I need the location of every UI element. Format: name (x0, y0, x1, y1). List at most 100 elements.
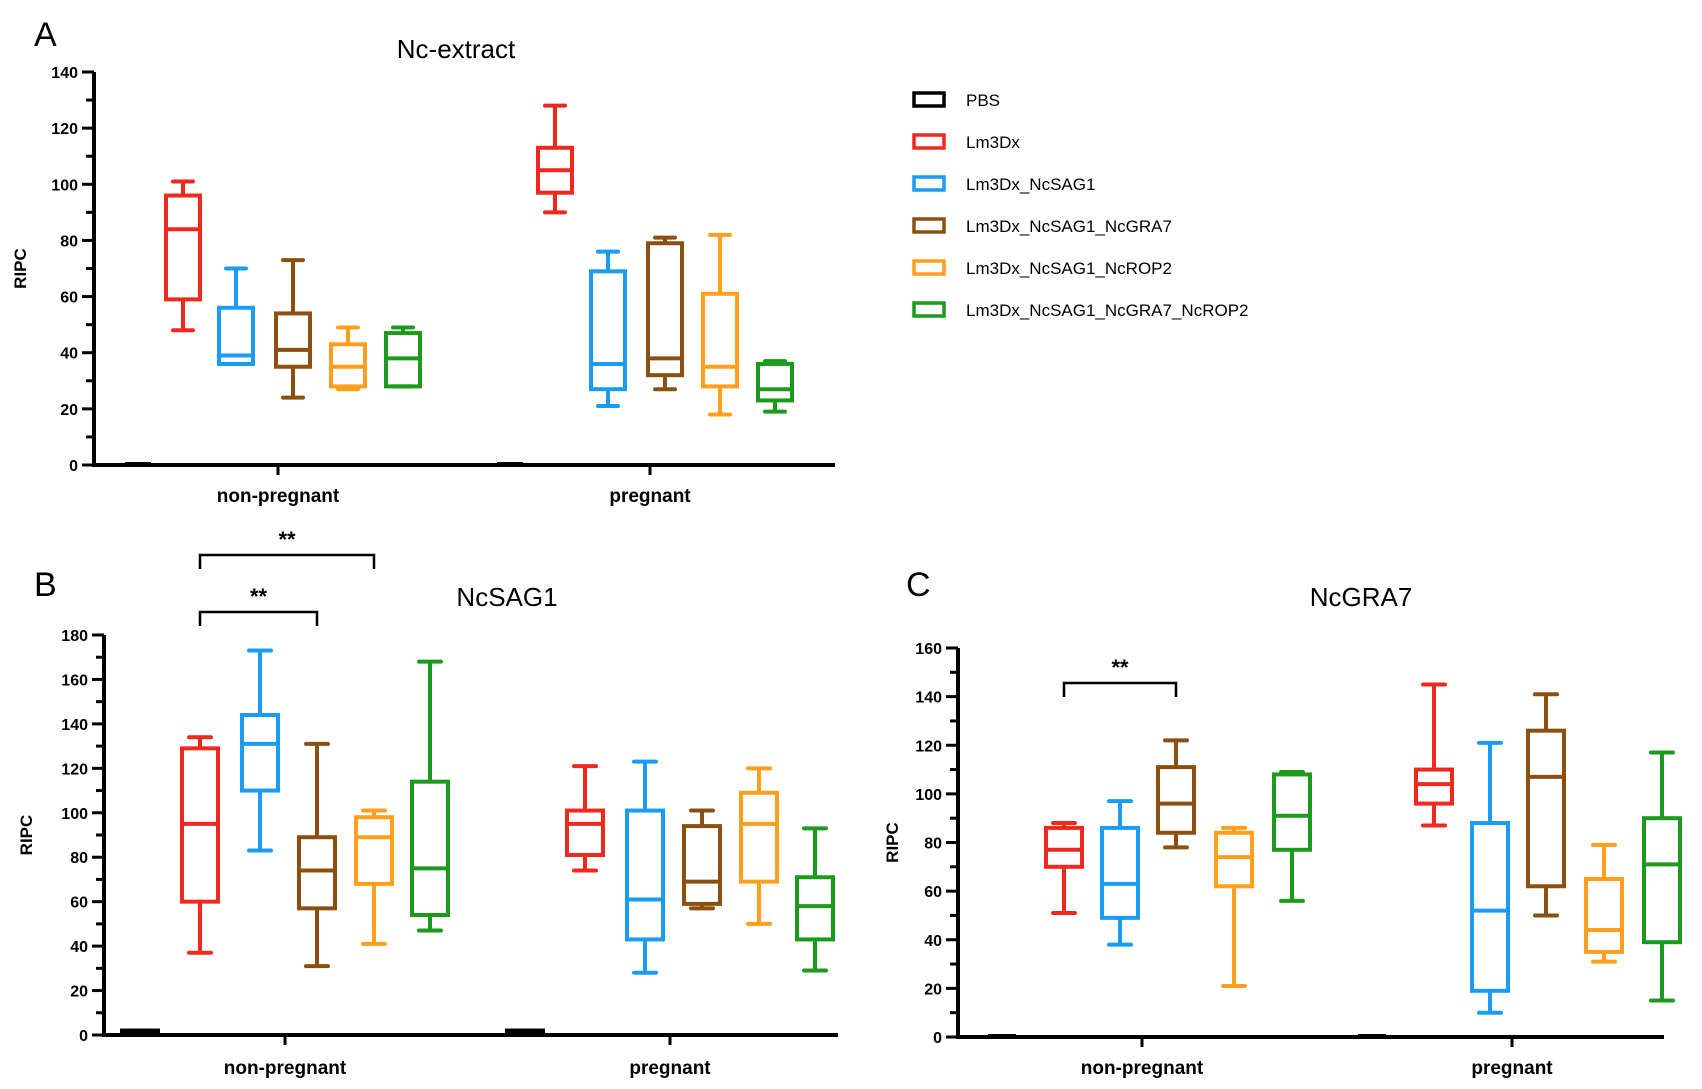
y-tick-label: 0 (69, 458, 78, 475)
y-tick-label: 20 (924, 981, 942, 998)
box-iqr (1044, 825, 1084, 869)
y-tick-label: 60 (70, 895, 88, 912)
box-lm3dx-ncsag1-non-pregnant (1100, 799, 1140, 947)
box-lm3dx-ncsag1-ncgra7-ncrop2-pregnant (1642, 750, 1682, 1003)
y-tick-label: 60 (924, 884, 942, 901)
legend-item-lm3dx-ncsag1: Lm3Dx_NcSAG1 (912, 175, 1095, 194)
y-tick-label: 80 (924, 836, 942, 853)
box-iqr (565, 808, 605, 857)
box-lm3dx-ncsag1-ncgra7-pregnant (646, 235, 684, 392)
box-iqr (1156, 765, 1196, 835)
box-lm3dx-ncsag1-ncrop2-non-pregnant (1214, 825, 1254, 988)
significance-label: ** (1111, 655, 1129, 680)
x-group-label: non-pregnant (1081, 1058, 1204, 1079)
box-iqr (410, 779, 450, 918)
box-flat-mark (497, 462, 523, 466)
box-iqr (354, 815, 394, 886)
y-tick-label: 140 (61, 717, 88, 734)
y-tick-label: 0 (933, 1030, 942, 1047)
y-tick-label: 40 (924, 933, 942, 950)
box-lm3dx-ncsag1-ncrop2-pregnant (739, 766, 779, 926)
legend-swatch (912, 175, 946, 192)
chart-title: NcSAG1 (456, 582, 557, 612)
y-tick-label: 0 (79, 1028, 88, 1045)
box-lm3dx-ncsag1-ncrop2-non-pregnant (354, 808, 394, 946)
chart-title: Nc-extract (397, 34, 516, 64)
box-lm3dx-non-pregnant (180, 735, 220, 955)
box-lm3dx-ncsag1-non-pregnant (217, 266, 255, 366)
box-lm3dx-non-pregnant (164, 179, 202, 333)
y-tick-label: 100 (61, 806, 88, 823)
panel-a: A Nc-extract 0 20 40 60 80 100 120 140 RIPC non-pre… (11, 16, 835, 507)
box-lm3dx-ncsag1-ncrop2-non-pregnant (329, 325, 367, 392)
legend-label: Lm3Dx_NcSAG1_NcGRA7_NcROP2 (966, 301, 1248, 320)
box-iqr (756, 361, 794, 403)
significance-bracket: ** (198, 584, 319, 626)
x-group-label: non-pregnant (224, 1058, 347, 1079)
box-lm3dx-ncsag1-ncgra7-ncrop2-non-pregnant (410, 659, 450, 933)
box-lm3dx-pregnant (1414, 682, 1454, 828)
box-lm3dx-ncsag1-ncgra7-non-pregnant (274, 258, 312, 400)
box-lm3dx-ncsag1-pregnant (625, 759, 665, 975)
y-tick-label: 120 (51, 121, 78, 138)
box-iqr (1414, 767, 1454, 806)
y-tick-label: 40 (70, 939, 88, 956)
box-lm3dx-ncsag1-ncgra7-ncrop2-non-pregnant (1272, 769, 1312, 903)
y-tick-label: 160 (61, 672, 88, 689)
legend-item-lm3dx-ncsag1-ncrop2: Lm3Dx_NcSAG1_NcROP2 (912, 259, 1172, 278)
y-tick-label: 180 (61, 628, 88, 645)
legend-swatch (912, 217, 946, 234)
panel-letter: C (906, 566, 931, 604)
box-iqr (1526, 728, 1566, 889)
significance-bracket: ** (1062, 655, 1178, 697)
legend-label: PBS (966, 91, 1000, 110)
legend: PBS Lm3Dx Lm3Dx_NcSAG1 Lm3Dx_NcSAG1_NcGRA7 L… (912, 91, 1248, 320)
box-iqr (1584, 876, 1624, 954)
x-group-label: pregnant (609, 486, 691, 507)
box-lm3dx-ncsag1-ncgra7-pregnant (1526, 692, 1566, 918)
y-tick-label: 160 (915, 641, 942, 658)
box-flat-mark (1358, 1034, 1386, 1038)
significance-bracket: ** (198, 527, 376, 569)
box-iqr (1100, 825, 1140, 920)
box-iqr (240, 713, 280, 793)
legend-label: Lm3Dx_NcSAG1_NcROP2 (966, 259, 1172, 278)
y-axis-label: RIPC (883, 822, 902, 863)
y-tick-label: 140 (915, 690, 942, 707)
legend-item-pbs: PBS (912, 91, 1000, 110)
box-iqr (589, 269, 627, 392)
box-iqr (1642, 816, 1682, 945)
y-tick-label: 120 (915, 738, 942, 755)
x-group-label: pregnant (1471, 1058, 1553, 1079)
box-lm3dx-ncsag1-ncgra7-non-pregnant (1156, 738, 1196, 850)
y-axis-label: RIPC (17, 815, 36, 856)
panel-b: B NcSAG1 0 20 40 60 80 100 120 140 160 180 RIPC non-p… (17, 527, 838, 1079)
significance-line (198, 553, 376, 569)
y-tick-label: 20 (60, 402, 78, 419)
panel-letter: B (34, 566, 57, 604)
box-lm3dx-ncsag1-ncgra7-non-pregnant (297, 741, 337, 969)
box-iqr (1214, 830, 1254, 889)
y-tick-label: 80 (60, 233, 78, 250)
box-lm3dx-ncsag1-ncgra7-ncrop2-non-pregnant (384, 325, 422, 389)
box-pbs-non-pregnant (125, 462, 151, 466)
box-iqr (795, 875, 835, 942)
y-axis-label: RIPC (11, 248, 30, 289)
y-tick-label: 140 (51, 65, 78, 82)
panel-letter: A (34, 16, 57, 54)
legend-swatch (912, 91, 946, 108)
box-lm3dx-ncsag1-ncrop2-pregnant (701, 232, 739, 417)
legend-item-lm3dx: Lm3Dx (912, 133, 1020, 152)
box-pbs-non-pregnant (120, 1028, 160, 1037)
box-iqr (297, 835, 337, 911)
legend-item-lm3dx-ncsag1-ncgra7: Lm3Dx_NcSAG1_NcGRA7 (912, 217, 1172, 236)
legend-label: Lm3Dx_NcSAG1_NcGRA7 (966, 217, 1172, 236)
box-iqr (625, 808, 665, 942)
y-tick-label: 60 (60, 290, 78, 307)
box-lm3dx-ncsag1-ncrop2-pregnant (1584, 842, 1624, 964)
box-iqr (1470, 821, 1510, 993)
significance-line (198, 610, 319, 626)
box-lm3dx-ncsag1-pregnant (589, 249, 627, 409)
box-iqr (274, 311, 312, 369)
